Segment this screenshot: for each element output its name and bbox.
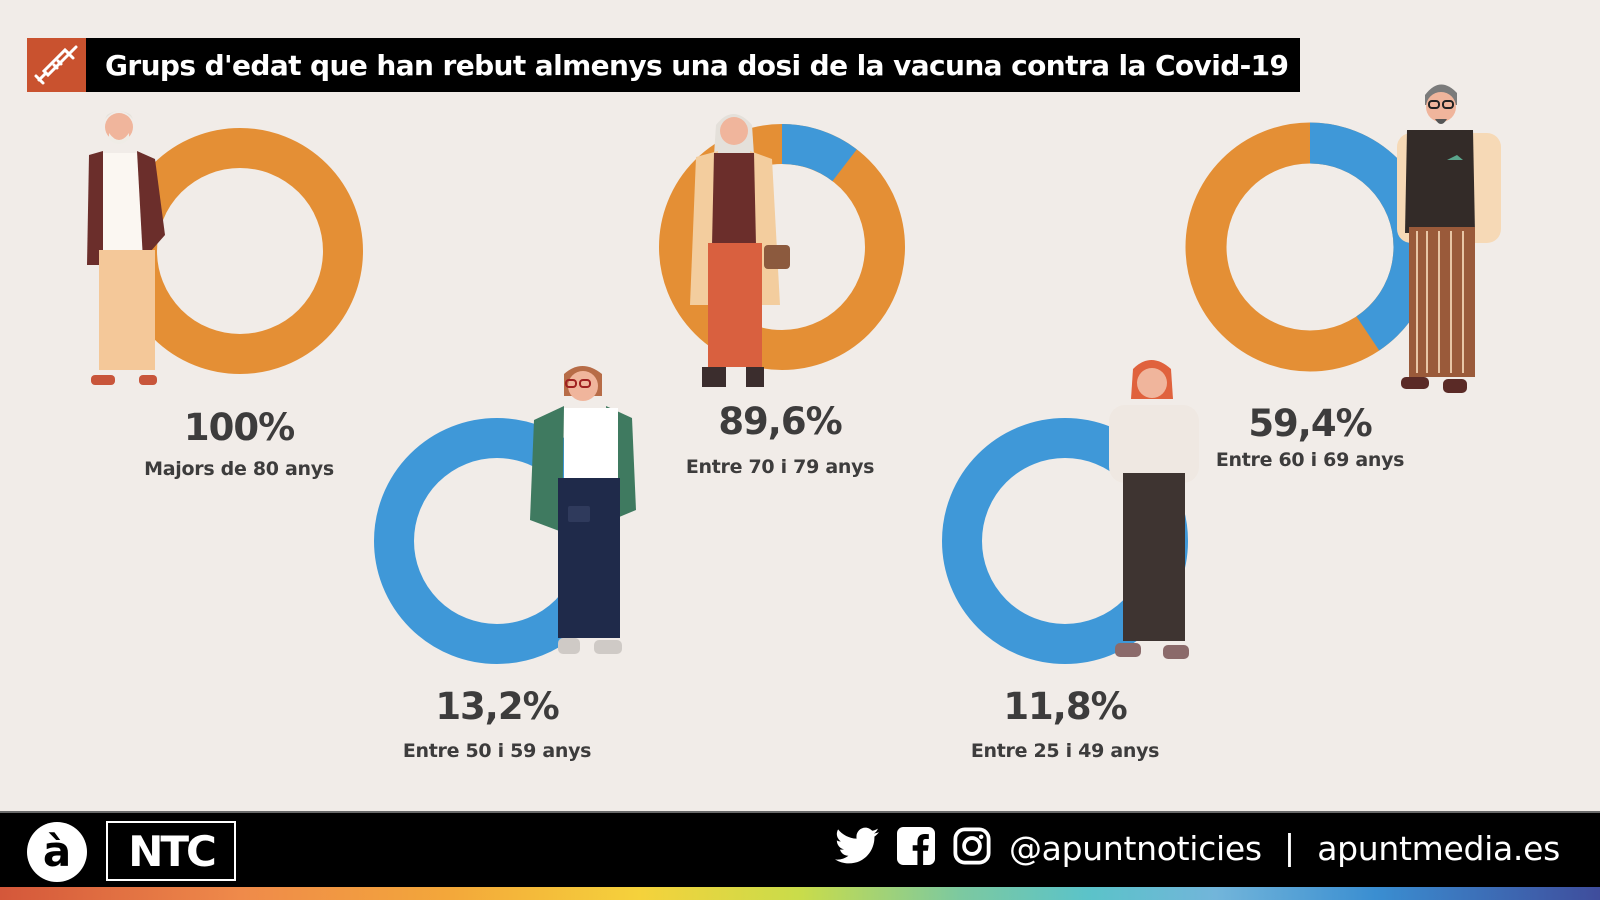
percent-label-25-49: 11,8% <box>1003 685 1127 728</box>
donut-chart-70-79 <box>657 122 907 372</box>
syringe-icon <box>27 38 86 92</box>
instagram-icon[interactable] <box>953 827 991 869</box>
young-woman-figure <box>1105 355 1205 670</box>
title-bar: Grups d'edat que han rebut almenys una d… <box>27 38 1301 92</box>
percent-label-70-79: 89,6% <box>718 400 842 443</box>
social-handle-link[interactable]: @apuntnoticies <box>1008 828 1262 868</box>
donut-ring <box>659 124 905 370</box>
website-link[interactable]: apuntmedia.es <box>1317 828 1560 868</box>
group-label-70-79: Entre 70 i 79 anys <box>685 456 875 478</box>
chart-title: Grups d'edat que han rebut almenys una d… <box>86 38 1301 92</box>
percent-label-80-plus: 100% <box>183 406 295 449</box>
percent-label-50-59: 13,2% <box>435 685 559 728</box>
elderly-man-figure <box>85 105 185 395</box>
social-links: @apuntnoticies | apuntmedia.es <box>834 818 1560 878</box>
facebook-icon[interactable] <box>896 827 935 869</box>
footer-bar <box>0 811 1600 889</box>
rainbow-strip <box>0 887 1600 900</box>
woman-green-jacket-figure <box>528 360 640 670</box>
ntc-logo: NTC <box>106 821 236 881</box>
group-label-50-59: Entre 50 i 59 anys <box>402 740 592 762</box>
group-label-25-49: Entre 25 i 49 anys <box>970 740 1160 762</box>
man-with-vest-figure <box>1395 75 1505 405</box>
twitter-icon[interactable] <box>834 827 879 869</box>
apunt-logo: à <box>27 822 87 882</box>
elderly-woman-figure <box>688 105 793 395</box>
percent-label-60-69: 59,4% <box>1248 402 1372 445</box>
group-label-80-plus: Majors de 80 anys <box>144 458 334 480</box>
footer-separator: | <box>1283 828 1296 868</box>
group-label-60-69: Entre 60 i 69 anys <box>1215 449 1405 471</box>
